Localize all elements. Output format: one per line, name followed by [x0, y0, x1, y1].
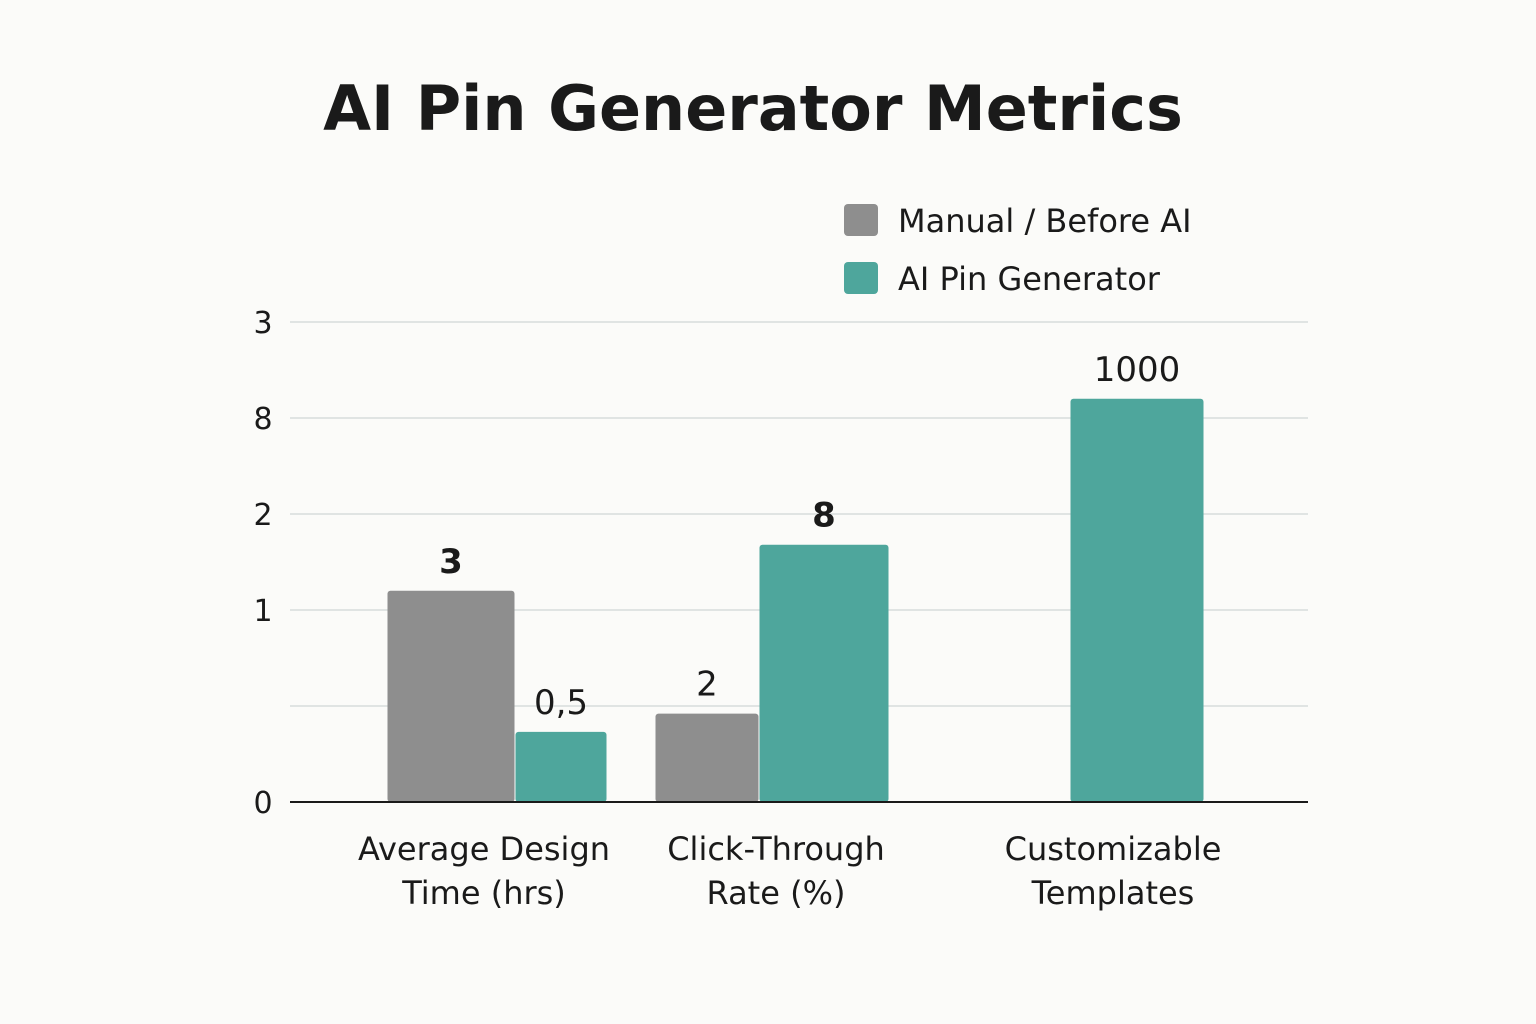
y-tick-label: 3	[253, 306, 272, 341]
legend: Manual / Before AI AI Pin Generator	[844, 202, 1192, 298]
y-tick-label: 1	[253, 594, 272, 629]
bar	[387, 590, 515, 802]
data-label: 8	[812, 496, 836, 536]
y-tick-label: 2	[253, 498, 272, 533]
legend-swatch	[844, 262, 878, 294]
legend-swatch	[844, 204, 878, 236]
x-tick-label: Templates	[1031, 874, 1195, 912]
legend-label: Manual / Before AI	[898, 202, 1192, 240]
bar	[515, 731, 607, 802]
y-tick-label: 8	[253, 402, 272, 437]
bar	[759, 544, 889, 802]
legend-label: AI Pin Generator	[898, 260, 1161, 298]
data-label: 3	[439, 542, 463, 582]
x-tick-label: Rate (%)	[707, 874, 846, 912]
x-tick-label: Average Design	[358, 830, 610, 868]
data-label: 2	[696, 665, 718, 705]
data-labels: 3 2 0,5 8 1000	[439, 350, 1180, 723]
x-tick-label: Customizable	[1005, 830, 1222, 868]
x-tick-label: Click-Through	[667, 830, 885, 868]
x-tick-label: Time (hrs)	[401, 874, 566, 912]
bar	[1070, 398, 1204, 802]
bars	[387, 398, 1204, 802]
bar	[655, 713, 759, 802]
x-axis: Average Design Time (hrs) Click-Through Rat…	[290, 801, 1308, 912]
data-label: 0,5	[534, 683, 588, 723]
chart-title: AI Pin Generator Metrics	[323, 72, 1183, 145]
y-tick-label: 0	[253, 786, 272, 821]
data-label: 1000	[1094, 350, 1181, 390]
